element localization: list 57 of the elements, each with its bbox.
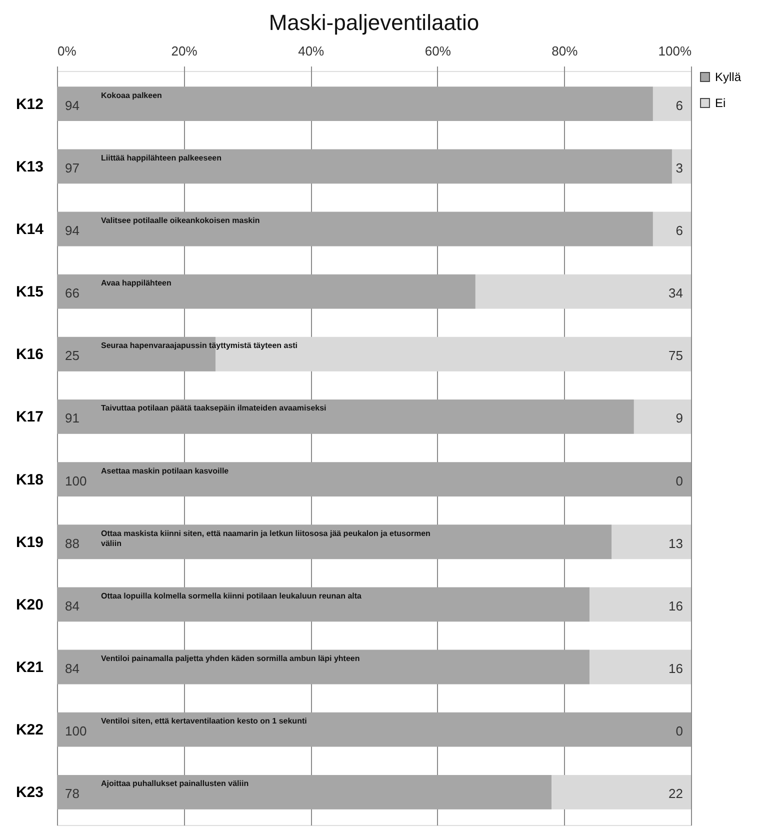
data-label: 3	[676, 160, 683, 176]
annotation: Ajoittaa puhallukset painallusten väliin	[101, 779, 249, 788]
data-label: 0	[676, 724, 683, 739]
y-tick-label: K23	[16, 784, 44, 802]
y-tick-label: K15	[16, 284, 44, 301]
y-tick-label: K14	[16, 220, 44, 238]
chart-title: Maski-paljeventilaatio	[268, 10, 480, 35]
data-label: 6	[676, 98, 683, 113]
y-tick-label: K12	[16, 96, 44, 113]
data-label: 91	[65, 410, 80, 426]
data-label: 16	[668, 661, 683, 676]
data-label: 9	[676, 410, 683, 426]
y-tick-label: K16	[16, 346, 44, 364]
annotation: Valitsee potilaalle oikeankokoisen maskin	[101, 216, 260, 225]
data-label: 13	[668, 536, 683, 551]
data-label: 84	[65, 598, 80, 614]
y-tick-label: K19	[16, 534, 44, 551]
data-label: 78	[65, 786, 80, 802]
y-tick-label: K17	[16, 408, 44, 426]
x-tick-label: 80%	[552, 44, 578, 58]
data-label: 0	[676, 473, 683, 488]
x-tick-label: 40%	[298, 44, 325, 58]
data-label: 88	[65, 536, 80, 551]
legend-label: Kyllä	[715, 70, 742, 84]
data-label: 100	[65, 724, 87, 739]
y-tick-label: K13	[16, 158, 44, 176]
data-label: 66	[65, 286, 80, 301]
annotation: Ventiloi painamalla paljetta yhden käden sormilla ambun läpi yhteen	[101, 654, 360, 664]
data-label: 22	[668, 786, 683, 802]
annotation: Ottaa lopuilla kolmella sormella kiinni potilaan leukaluun reunan alta	[101, 591, 362, 600]
data-label: 75	[668, 348, 683, 364]
annotation: Asettaa maskin potilaan kasvoille	[101, 466, 230, 476]
data-label: 34	[668, 286, 683, 301]
data-label: 94	[65, 98, 80, 113]
x-tick-label: 100%	[658, 44, 692, 58]
annotation: Avaa happilähteen	[101, 278, 172, 288]
legend-label: Ei	[715, 96, 726, 110]
x-tick-label: 20%	[171, 44, 198, 58]
annotation: Ventiloi siten, että kertaventilaation kesto on 1 sekunti	[101, 716, 307, 726]
annotation: Taivuttaa potilaan päätä taaksepäin ilmateiden avaamiseksi	[101, 404, 326, 413]
annotation: Kokoaa palkeen	[101, 90, 162, 100]
y-tick-label: K20	[16, 596, 44, 614]
data-label: 100	[65, 473, 87, 488]
data-label: 84	[65, 661, 80, 676]
y-tick-label: K22	[16, 722, 44, 739]
data-label: 25	[65, 348, 80, 364]
y-tick-label: K18	[16, 471, 44, 488]
annotation: Seuraa hapenvaraajapussin täyttymistä täyteen asti	[101, 341, 298, 350]
data-label: 97	[65, 160, 80, 176]
x-tick-label: 0%	[58, 44, 77, 58]
data-label: 16	[668, 598, 683, 614]
data-label: 94	[65, 222, 80, 238]
annotation: Liittää happilähteen palkeeseen	[101, 153, 222, 162]
data-label: 6	[676, 222, 683, 238]
x-tick-label: 60%	[424, 44, 452, 58]
y-tick-label: K21	[16, 659, 44, 676]
annotation: Ottaa maskista kiinni siten, että naamarin ja letkun liitososa jää peukalon ja etusormen väliin	[101, 528, 431, 548]
